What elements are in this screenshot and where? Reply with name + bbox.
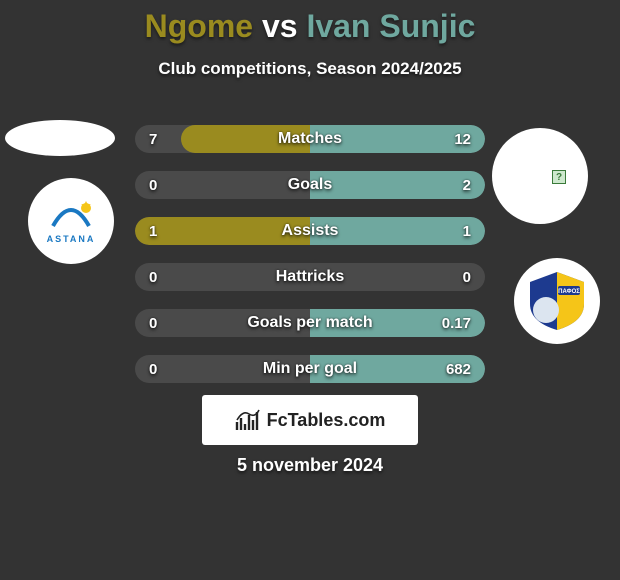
snapshot-date: 5 november 2024: [0, 455, 620, 476]
site-label: FcTables.com: [267, 410, 386, 431]
stat-label: Hattricks: [135, 268, 485, 286]
stat-label: Min per goal: [135, 360, 485, 378]
club-left-name: ASTANA: [47, 234, 96, 244]
stat-row: 712Matches: [135, 125, 485, 153]
stat-label: Goals: [135, 176, 485, 194]
club-badge-left: ASTANA: [28, 178, 114, 264]
stat-row: 00.17Goals per match: [135, 309, 485, 337]
stat-row: 02Goals: [135, 171, 485, 199]
svg-text:ΠΑΦΟΣ: ΠΑΦΟΣ: [558, 289, 580, 295]
stat-row: 00Hattricks: [135, 263, 485, 291]
stat-row: 0682Min per goal: [135, 355, 485, 383]
stat-label: Goals per match: [135, 314, 485, 332]
astana-logo-icon: [41, 198, 101, 236]
pafos-logo-icon: ΠΑΦΟΣ: [524, 268, 590, 334]
fctables-logo-icon: [235, 408, 261, 432]
season-subtitle: Club competitions, Season 2024/2025: [0, 59, 620, 79]
vs-label: vs: [262, 8, 298, 44]
stat-row: 11Assists: [135, 217, 485, 245]
player2-name: Ivan Sunjic: [306, 8, 475, 44]
player1-name: Ngome: [145, 8, 253, 44]
player2-avatar: ?: [492, 128, 588, 224]
player1-avatar: [5, 120, 115, 156]
stat-label: Assists: [135, 222, 485, 240]
stat-label: Matches: [135, 130, 485, 148]
club-badge-right: ΠΑΦΟΣ: [514, 258, 600, 344]
placeholder-icon: ?: [552, 170, 566, 184]
stats-chart: 712Matches 02Goals 11Assists 00Hattricks 00.…: [135, 125, 485, 401]
comparison-title: Ngome vs Ivan Sunjic: [0, 0, 620, 45]
site-attribution[interactable]: FcTables.com: [202, 395, 418, 445]
